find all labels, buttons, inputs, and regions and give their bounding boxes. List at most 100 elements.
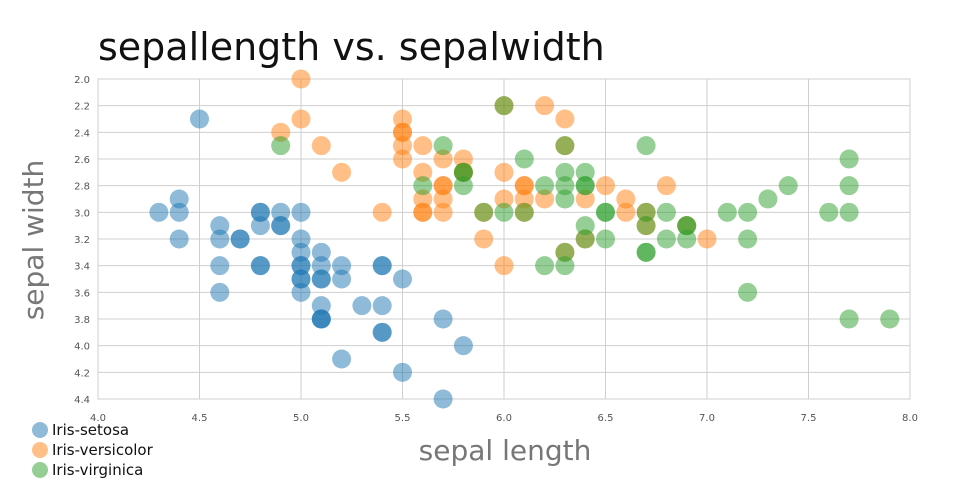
data-point (352, 296, 372, 316)
y-tick-label: 4.2 (74, 368, 90, 379)
data-point (474, 202, 494, 222)
x-tick-label: 7.5 (801, 413, 817, 424)
data-point (393, 109, 412, 129)
data-point (433, 176, 453, 196)
data-point (271, 202, 291, 222)
data-point (453, 176, 473, 196)
data-points (149, 69, 900, 409)
data-point (433, 389, 453, 409)
data-point (393, 362, 412, 382)
data-point (453, 162, 473, 182)
data-point (169, 229, 189, 249)
y-tick-label: 4.4 (74, 395, 90, 406)
data-point (250, 216, 270, 236)
x-tick-label: 8.0 (902, 413, 918, 424)
data-point (453, 336, 473, 356)
data-point (291, 282, 311, 302)
x-tick-label: 4.5 (192, 413, 208, 424)
data-point (250, 256, 270, 276)
data-point (839, 176, 859, 196)
data-point (372, 256, 392, 276)
y-tick-label: 2.2 (74, 102, 90, 113)
data-point (697, 229, 717, 249)
data-point (555, 176, 575, 196)
data-point (271, 136, 291, 156)
y-tick-label: 3.6 (74, 288, 90, 299)
data-point (575, 189, 595, 209)
data-point (636, 136, 656, 156)
data-point (738, 229, 758, 249)
data-point (494, 96, 514, 116)
data-point (291, 242, 311, 262)
plot-frame (97, 78, 911, 400)
data-point (758, 189, 778, 209)
data-point (555, 189, 575, 209)
data-point (514, 202, 534, 222)
data-point (596, 229, 615, 249)
series-iris-virginica (271, 96, 900, 329)
data-point (555, 109, 575, 129)
data-point (291, 269, 311, 289)
legend-marker (32, 422, 48, 438)
data-point (575, 216, 595, 236)
data-point (271, 122, 291, 142)
chart-title: sepallength vs. sepalwidth (98, 25, 605, 69)
data-point (677, 229, 697, 249)
y-tick-label: 4.0 (74, 342, 90, 353)
data-point (494, 189, 514, 209)
y-tick-label: 2.0 (74, 75, 90, 86)
data-point (494, 256, 514, 276)
x-tick-label: 4.0 (90, 413, 106, 424)
data-point (169, 202, 189, 222)
data-point (393, 269, 412, 289)
data-point (291, 256, 311, 276)
data-point (555, 162, 575, 182)
x-tick-label: 6.0 (496, 413, 512, 424)
data-point (656, 176, 676, 196)
data-point (372, 202, 392, 222)
y-tick-label: 3.8 (74, 315, 90, 326)
data-point (311, 242, 331, 262)
data-point (535, 176, 555, 196)
data-point (494, 162, 514, 182)
data-point (819, 202, 839, 222)
legend-marker (32, 462, 48, 478)
chart-legend: Iris-setosa Iris-versicolor Iris-virginica (32, 421, 154, 479)
data-point (413, 136, 433, 156)
y-tick-label: 3.0 (74, 208, 90, 219)
data-point (433, 136, 453, 156)
data-point (677, 216, 697, 236)
data-point (839, 309, 859, 329)
data-point (535, 256, 555, 276)
x-tick-label: 6.5 (598, 413, 614, 424)
data-point (149, 202, 169, 222)
data-point (636, 202, 656, 222)
data-point (291, 109, 311, 129)
data-point (433, 309, 453, 329)
data-point (332, 269, 352, 289)
data-point (311, 269, 331, 289)
data-point (433, 202, 453, 222)
data-point (555, 136, 575, 156)
data-point (596, 202, 615, 222)
data-point (291, 202, 311, 222)
data-point (616, 189, 636, 209)
data-point (271, 216, 291, 236)
y-tick-label: 2.8 (74, 182, 90, 193)
data-point (230, 229, 250, 249)
data-point (291, 69, 311, 89)
data-point (535, 189, 555, 209)
y-tick-labels: 2.0 2.2 2.4 2.6 2.8 3.0 3.2 3.4 3.6 3.8 4.0 4.2 4.4 (74, 75, 90, 406)
legend-label: Iris-virginica (52, 461, 143, 479)
data-point (453, 149, 473, 169)
data-point (433, 189, 453, 209)
x-tick-label: 5.0 (293, 413, 309, 424)
legend-label: Iris-setosa (52, 421, 129, 439)
y-tick-label: 2.6 (74, 155, 90, 166)
data-point (210, 229, 230, 249)
data-point (372, 296, 392, 316)
data-point (311, 309, 331, 329)
data-point (535, 96, 555, 116)
data-point (393, 149, 412, 169)
y-tick-label: 3.2 (74, 235, 90, 246)
